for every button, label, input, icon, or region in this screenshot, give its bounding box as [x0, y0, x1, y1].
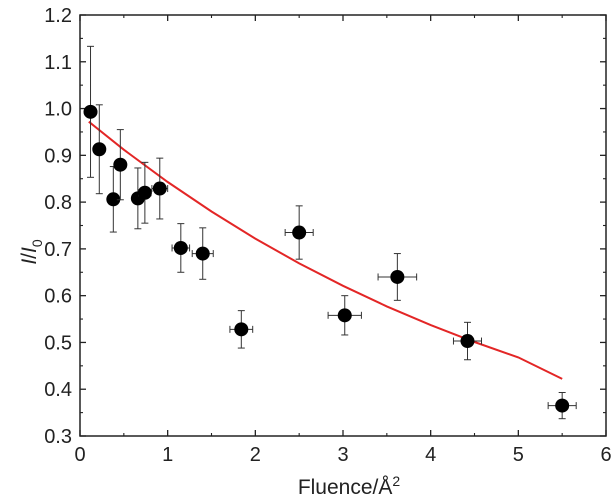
- data-point: [390, 269, 405, 284]
- data-point: [555, 398, 570, 413]
- x-tick-label: 5: [513, 444, 524, 466]
- data-point: [234, 322, 249, 337]
- x-tick-label: 3: [337, 444, 348, 466]
- y-axis-title: I/I0: [18, 239, 45, 265]
- x-tick-label: 4: [425, 444, 436, 466]
- data-point: [106, 192, 121, 207]
- y-tick-label: 1.1: [44, 52, 72, 74]
- y-tick-label: 0.7: [44, 239, 72, 261]
- data-point: [113, 157, 128, 172]
- data-point: [152, 181, 167, 196]
- y-tick-label: 0.4: [44, 379, 72, 401]
- data-point: [292, 225, 307, 240]
- y-tick-label: 0.9: [44, 145, 72, 167]
- x-tick-label: 2: [250, 444, 261, 466]
- y-tick-label: 0.6: [44, 286, 72, 308]
- x-tick-label: 6: [600, 444, 611, 466]
- y-tick-label: 1.0: [44, 99, 72, 121]
- y-tick-label: 0.3: [44, 426, 72, 448]
- data-point: [83, 104, 98, 119]
- plot-frame: [79, 14, 607, 437]
- data-point: [137, 185, 152, 200]
- y-tick-label: 1.2: [44, 5, 72, 27]
- y-tick-label: 0.8: [44, 192, 72, 214]
- data-point: [460, 334, 475, 349]
- x-tick-label: 0: [74, 444, 85, 466]
- y-tick-label: 0.5: [44, 332, 72, 354]
- fit-curve: [88, 120, 563, 380]
- data-point: [92, 142, 107, 157]
- data-point: [337, 308, 352, 323]
- data-point: [195, 246, 210, 261]
- data-point: [173, 240, 188, 255]
- x-tick-label: 1: [162, 444, 173, 466]
- plot-area: 0 1 2 3 4 5 6 0.3 0.4 0.5 0.6 0.7 0.8 0.9 1.0 1.1 1.2: [44, 5, 611, 466]
- x-axis-title: Fluence/Å2: [298, 473, 401, 499]
